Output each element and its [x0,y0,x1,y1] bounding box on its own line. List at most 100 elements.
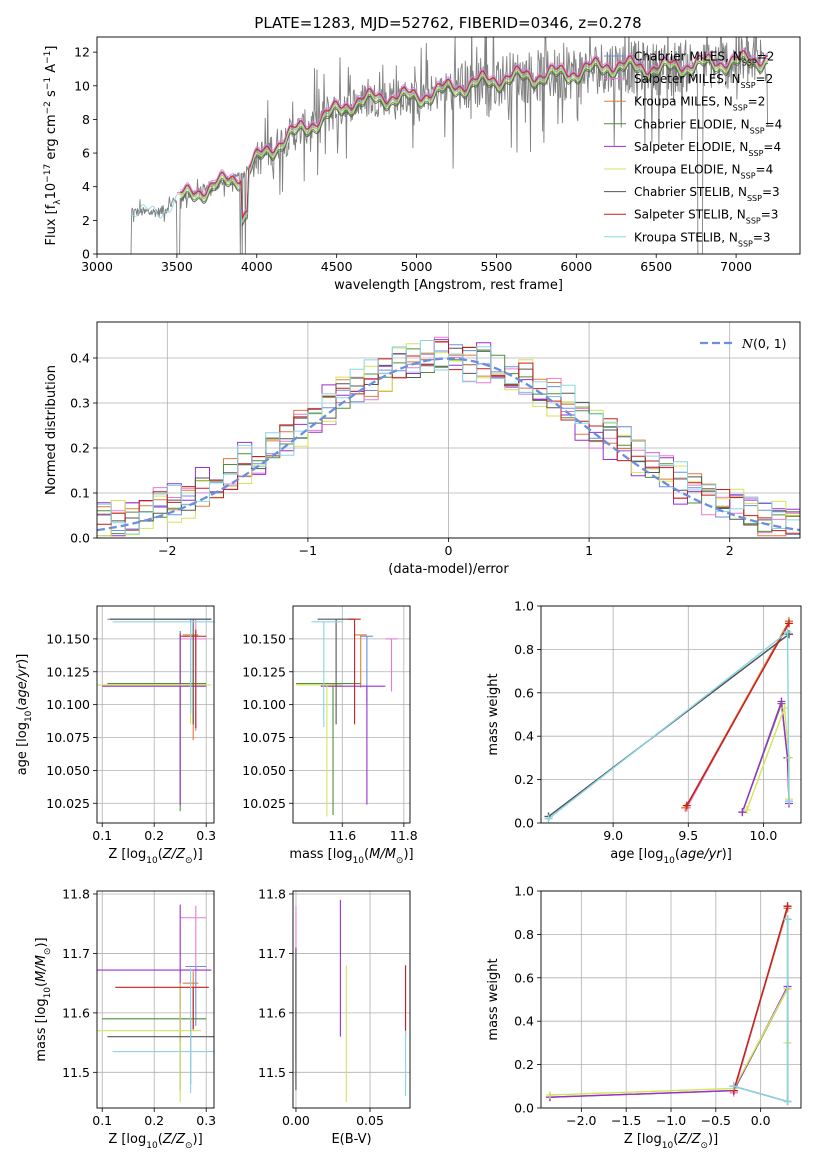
label-part: )] [15,654,30,664]
label-part: ( [158,1132,163,1147]
y-tick-label: 0.2 [514,1057,534,1072]
x-tick-label: −2.0 [566,1113,596,1128]
label-sub: 10 [146,1141,158,1151]
y-tick-label: 4 [82,179,90,194]
legend-part: = [757,50,767,64]
y-axis-label-text: mass [log [34,998,49,1061]
y-tick-label: 10.025 [242,796,286,811]
label-part: age/yr [15,662,30,705]
model-spectrum-6 [180,57,769,227]
label-sub: 10 [353,856,365,866]
y-tick-label: 0.0 [70,531,90,546]
mw-marker-8 [783,1097,792,1106]
legend-sub: SSP [741,81,756,90]
y-tick-label: 10.150 [242,631,286,646]
mw-marker-8 [544,814,553,823]
label-part: ( [158,847,163,862]
x-tick-label: 5000 [401,259,433,274]
errorbar-4 [320,685,386,805]
errorbar-8 [311,621,343,727]
y-tick-label: 10.050 [242,763,286,778]
mw-line-5 [746,707,790,811]
x-tick-label: 4500 [321,259,353,274]
axes-frame [96,36,801,255]
label-sub: ⊙ [185,1141,193,1151]
y-axis-label: mass weight [486,958,501,1040]
legend-nssp: 2 [766,72,774,86]
legend-part: = [753,230,763,244]
legend-name: Salpeter STELIB [634,208,729,222]
errorbar-1 [180,905,207,978]
y-axis-label: age [log10(age/yr)] [15,654,34,776]
x-axis-label: Z [log10(Z/Z⊙)] [108,847,202,866]
y-tick-label: 10 [74,78,90,93]
legend-part: , N [724,163,741,177]
x-tick-label: −2 [158,543,176,558]
errorbar-4 [102,633,207,805]
y-tick-label: 10.125 [46,664,90,679]
errorbar-8 [112,621,214,714]
model-spectrum-7 [180,50,769,219]
y-tick-label: 0.0 [514,816,534,831]
legend-nssp: 3 [772,185,780,199]
mw-line-4 [741,701,790,813]
label-part: )] [722,847,732,862]
legend: N(0, 1) [700,336,787,351]
y-tick-label: 10.075 [242,730,286,745]
x-axis-label-text: wavelength [Angstrom, rest frame] [334,278,563,293]
y-tick-label: 0.1 [70,486,90,501]
y-tick-label: 10.100 [242,697,286,712]
legend-args: (0, 1) [753,336,787,351]
label-sup: −2 [43,101,53,114]
x-axis-label-text: mass [log [289,847,352,862]
x-axis-label: wavelength [Angstrom, rest frame] [334,278,563,293]
figure-title: PLATE=1283, MJD=52762, FIBERID=0346, z=0… [254,14,641,32]
legend-sub: SSP [746,216,761,225]
y-tick-label: 11.6 [258,1005,286,1020]
legend-nssp: 3 [763,230,771,244]
errorbar-1 [385,638,398,692]
y-tick-label: 11.8 [62,886,90,901]
y-axis-label-text: age [log [15,722,30,775]
legend-entry-0: Chabrier MILES, NSSP=2 [634,50,774,68]
label-sup: −17 [43,164,53,183]
x-tick-label: 5500 [481,259,513,274]
errorbar-5 [97,983,201,1103]
panel-age_vs_Z: 0.1 0.2 0.3 10.025 10.050 10.075 10.100 10.125 1… [15,605,216,866]
x-axis-label: mass [log10(M/M⊙)] [289,847,413,866]
legend-part: , N [729,208,746,222]
label-sub: 10 [43,987,53,999]
y-axis-label: Flux [fλ10−17 erg cm−2 s−1 A−1] [43,46,63,246]
x-tick-label: −1.0 [656,1113,686,1128]
label-sub: 10 [146,856,158,866]
label-part: )] [193,847,203,862]
legend-sub: SSP [742,58,757,67]
legend-name: Kroupa STELIB [634,230,721,244]
x-tick-label: 0.00 [282,1113,310,1128]
legend-part: = [763,140,773,154]
x-tick-label: 0.05 [356,1113,384,1128]
label-part: Z/Z [162,1132,186,1147]
mw-marker-4 [738,808,747,817]
x-axis-label: Z [log10(Z/Z⊙)] [624,1132,718,1151]
label-part: s [44,90,59,101]
plot-area [544,617,793,823]
x-axis-label-text: Z [log [624,1132,662,1147]
model-spectrum-0 [180,49,769,218]
x-tick-label: 11.6 [328,828,356,843]
y-axis-label: mass weight [486,673,501,755]
y-tick-label: 11.7 [258,946,286,961]
legend-nssp: 4 [775,117,783,131]
label-sub: ⊙ [185,856,193,866]
mw-line-5 [549,988,789,1096]
label-part: age/yr [680,847,723,862]
y-tick-label: 10.075 [46,730,90,745]
errorbar-7 [348,618,361,725]
errorbar-3 [107,630,207,812]
y-tick-label: 6 [82,146,90,161]
y-tick-label: 1.0 [514,884,534,899]
model-spectrum-5 [180,54,769,223]
y-tick-label: 0.8 [514,927,534,942]
panel-mass_vs_Z: 0.1 0.2 0.311.511.611.711.8Z [log10(Z/Z⊙)]… [34,886,216,1151]
